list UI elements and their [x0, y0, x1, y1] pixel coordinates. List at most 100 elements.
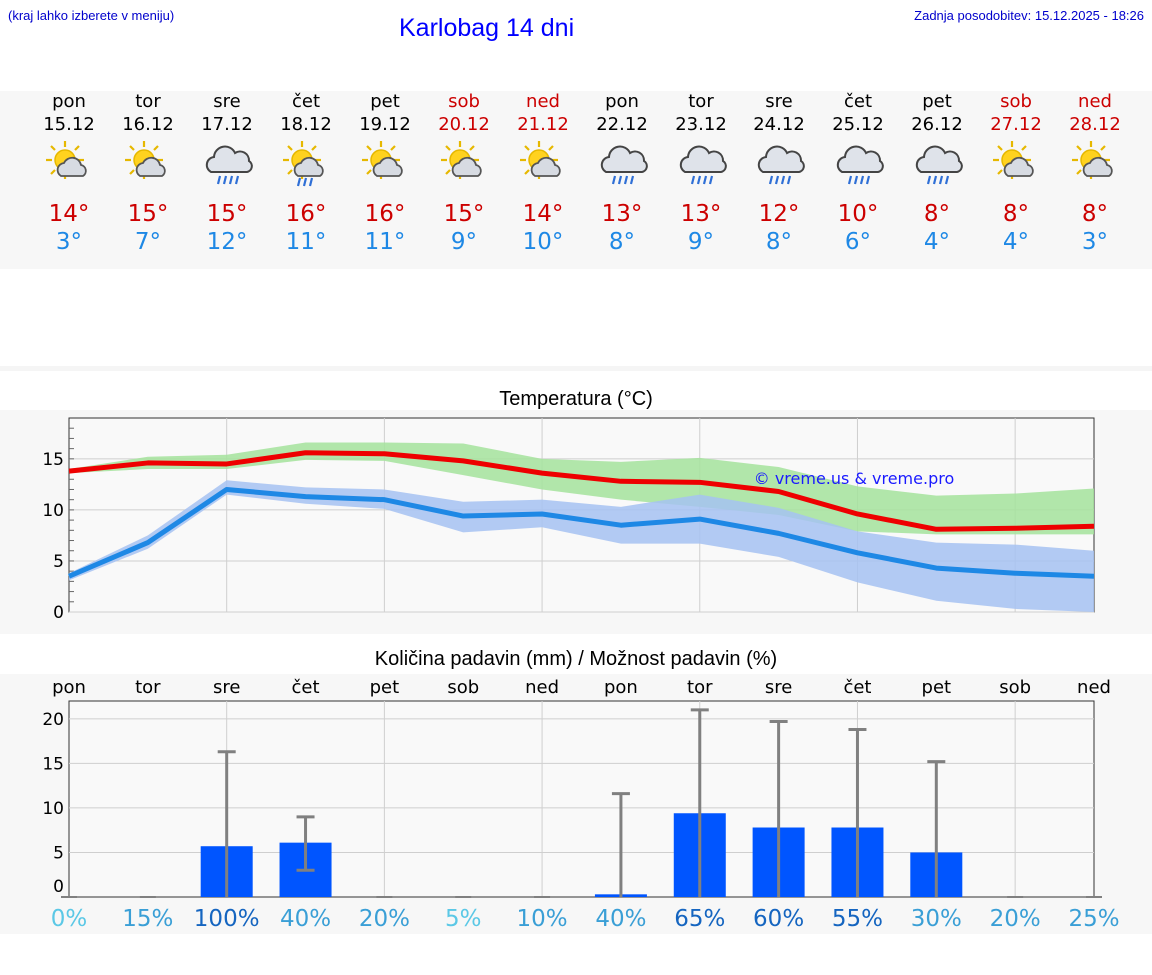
temp-min: 10° — [522, 229, 564, 255]
day-tick-label: čet — [292, 677, 320, 698]
day-tick-label: pon — [604, 677, 638, 698]
day-date: 24.12 — [753, 114, 805, 135]
day-name: sre — [213, 91, 241, 112]
day-tick-label: tor — [135, 677, 161, 698]
temp-max: 13° — [601, 201, 643, 227]
temp-max: 8° — [923, 201, 951, 227]
day-column: pet 19.12 16° 11° — [345, 91, 425, 256]
max-range-band — [69, 442, 1094, 535]
precipitation-probability: 20% — [359, 906, 410, 932]
sun-cloud-icon — [503, 138, 583, 200]
temp-max: 14° — [48, 201, 90, 227]
day-tick-label: čet — [843, 677, 871, 698]
temp-min: 7° — [134, 229, 162, 255]
precipitation-probability: 20% — [990, 906, 1041, 932]
precipitation-probability: 60% — [753, 906, 804, 932]
day-date: 26.12 — [911, 114, 963, 135]
min-temperature-line — [68, 486, 1095, 579]
day-column: ned 21.12 14° 10° — [503, 91, 583, 256]
day-date: 17.12 — [201, 114, 253, 135]
location-hint[interactable]: (kraj lahko izberete v meniju) — [8, 8, 175, 23]
temp-max: 16° — [285, 201, 327, 227]
precipitation-probability: 100% — [194, 906, 260, 932]
day-name: pon — [605, 91, 639, 112]
precipitation-probability: 40% — [280, 906, 331, 932]
temp-min: 3° — [55, 229, 83, 255]
day-tick-label: tor — [687, 677, 713, 698]
day-name: tor — [688, 91, 714, 112]
day-tick-label: sob — [999, 677, 1031, 698]
temp-min: 4° — [1002, 229, 1030, 255]
day-name: pet — [370, 91, 400, 112]
sun-cloud-icon — [108, 138, 188, 200]
sun-cloud-icon — [976, 138, 1056, 200]
y-tick-label: 20 — [42, 710, 64, 730]
rain-cloud-icon — [897, 138, 977, 200]
day-date: 28.12 — [1069, 114, 1121, 135]
y-tick-label: 5 — [53, 552, 64, 572]
temp-max: 16° — [364, 201, 406, 227]
day-name: tor — [135, 91, 161, 112]
day-column: pon 22.12 13° 8° — [582, 91, 662, 256]
temp-min: 11° — [364, 229, 406, 255]
day-tick-label: sre — [213, 677, 240, 698]
rain-cloud-icon — [661, 138, 741, 200]
y-tick-label: 0 — [53, 603, 64, 623]
temp-min: 9° — [687, 229, 715, 255]
day-date: 18.12 — [280, 114, 332, 135]
day-date: 16.12 — [122, 114, 174, 135]
temp-min: 3° — [1081, 229, 1109, 255]
page-title: Karlobag 14 dni — [399, 14, 575, 42]
day-column: ned 28.12 8° 3° — [1055, 91, 1135, 256]
day-name: sob — [1000, 91, 1032, 112]
temperature-chart: 0 5 10 15 © vreme.us & vreme.pro — [42, 417, 1095, 623]
temp-max: 15° — [127, 201, 169, 227]
sun-rain-icon — [266, 138, 346, 200]
day-name: čet — [843, 91, 873, 112]
temp-max: 14° — [522, 201, 564, 227]
precipitation-probability: 25% — [1068, 906, 1119, 932]
temperature-chart-panel: 0 5 10 15 © vreme.us & vreme.pro — [0, 410, 1152, 634]
temperature-chart-title: Temperatura (°C) — [499, 388, 653, 410]
day-column: tor 16.12 15° 7° — [108, 91, 188, 256]
day-column: sre 17.12 15° 12° — [187, 91, 267, 256]
day-column: sre 24.12 12° 8° — [739, 91, 819, 256]
day-date: 22.12 — [596, 114, 648, 135]
precipitation-probability: 30% — [911, 906, 962, 932]
day-name: ned — [1078, 91, 1112, 112]
y-tick-label: 5 — [53, 843, 64, 863]
day-date: 20.12 — [438, 114, 490, 135]
day-name: sob — [448, 91, 480, 112]
day-tick-label: sre — [765, 677, 792, 698]
temp-max: 15° — [443, 201, 485, 227]
precipitation-chart: 0 5 10 15 20 pon tor sre čet pet sob ned pon tor sre če… — [42, 677, 1119, 932]
day-tick-label: sob — [447, 677, 479, 698]
max-temperature-line — [68, 450, 1095, 532]
temp-max: 13° — [680, 201, 722, 227]
temp-max: 8° — [1081, 201, 1109, 227]
day-tick-label: ned — [525, 677, 559, 698]
day-date: 21.12 — [517, 114, 569, 135]
watermark: © vreme.us & vreme.pro — [754, 469, 955, 488]
day-column: pon 15.12 14° 3° — [29, 91, 109, 256]
section-divider — [0, 366, 1152, 371]
day-name: pet — [922, 91, 952, 112]
min-range-band — [69, 480, 1094, 612]
precipitation-chart-panel: 0 5 10 15 20 pon tor sre čet pet sob ned pon tor sre če… — [0, 674, 1152, 934]
day-date: 25.12 — [832, 114, 884, 135]
rain-cloud-icon — [818, 138, 898, 200]
day-date: 27.12 — [990, 114, 1042, 135]
temp-min: 12° — [206, 229, 248, 255]
precipitation-chart-title: Količina padavin (mm) / Možnost padavin … — [374, 648, 778, 670]
day-name: pon — [52, 91, 86, 112]
temp-max: 15° — [206, 201, 248, 227]
day-column: sob 27.12 8° 4° — [976, 91, 1056, 256]
temp-min: 4° — [923, 229, 951, 255]
temp-max: 12° — [758, 201, 800, 227]
sun-cloud-icon — [29, 138, 109, 200]
rain-cloud-icon — [739, 138, 819, 200]
day-tick-label: pet — [370, 677, 400, 698]
temp-min: 9° — [450, 229, 478, 255]
day-tick-label: pet — [922, 677, 952, 698]
day-tick-label: pon — [52, 677, 86, 698]
